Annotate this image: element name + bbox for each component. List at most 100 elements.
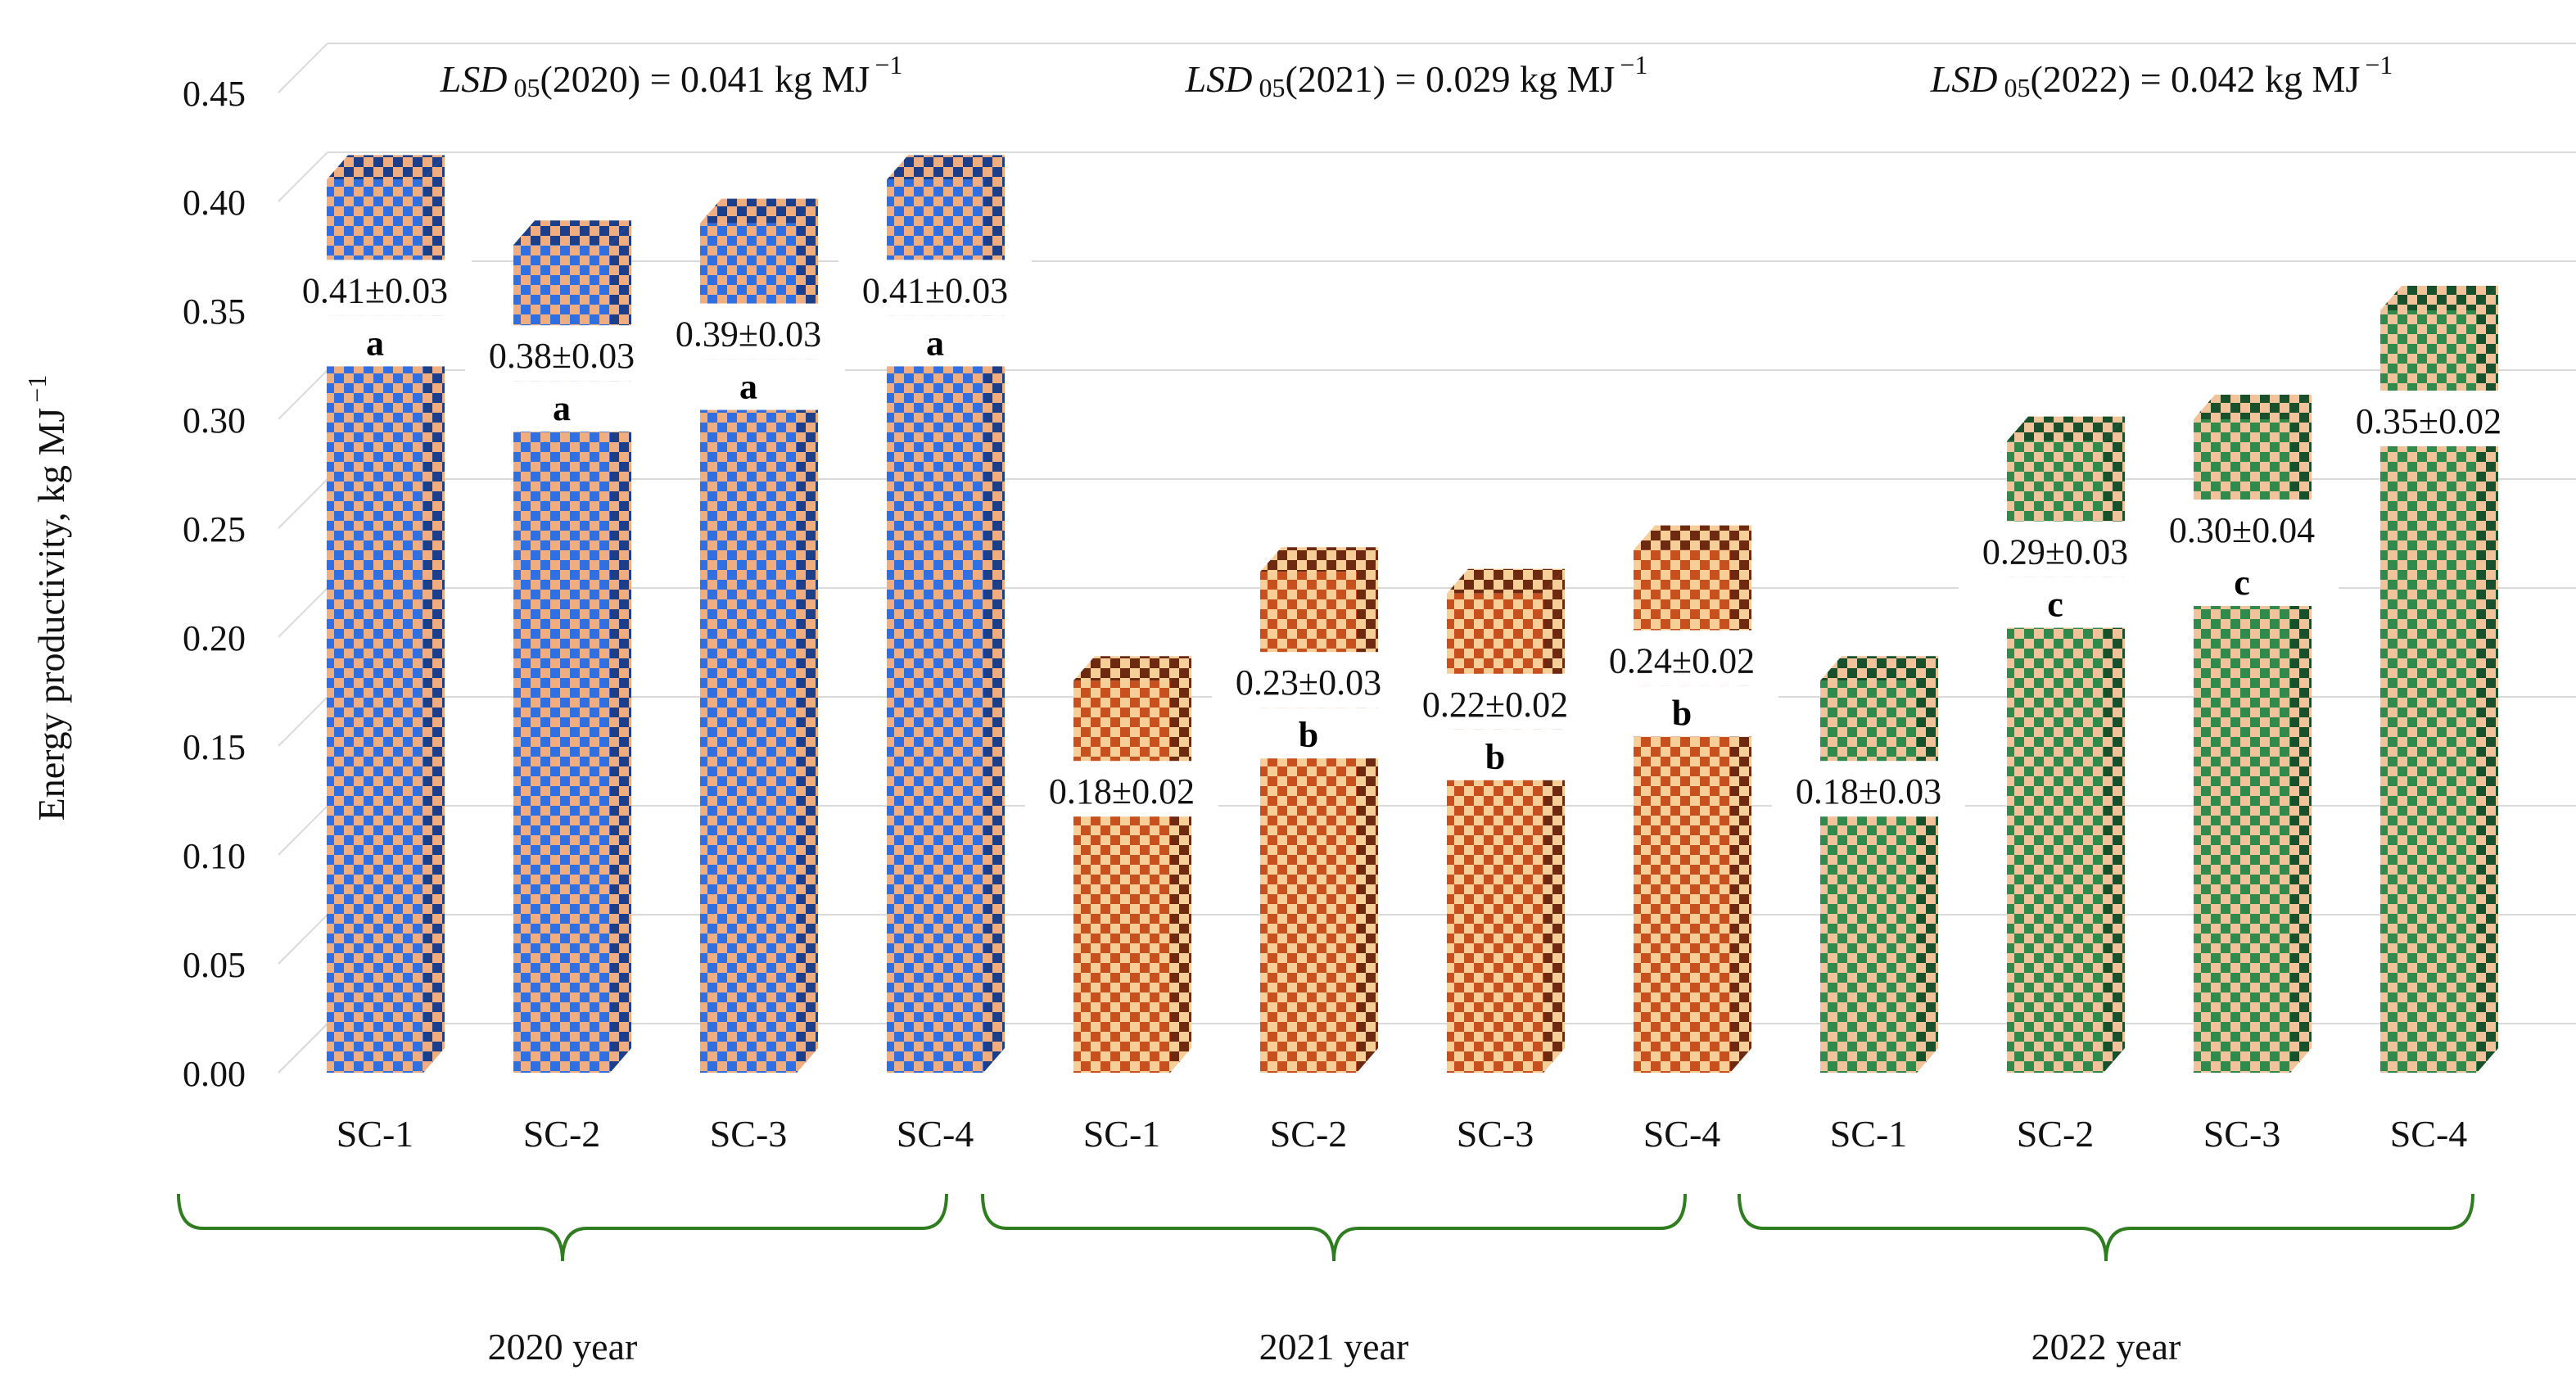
y-tick-label: 0.05 xyxy=(183,945,246,985)
y-axis: 0.00 0.05 0.10 0.15 0.20 0.25 0.30 0.35 0.40 0.45 xyxy=(183,74,246,1094)
x-category-label: SC-2 xyxy=(1270,1113,1348,1155)
significance-letter: a xyxy=(926,323,944,363)
lsd-text: (2020) = 0.041 kg MJ xyxy=(540,58,870,100)
bar xyxy=(1073,680,1170,1073)
data-label-bg xyxy=(278,260,472,316)
bar-labels: 0.41±0.03 a 0.38±0.03 a 0.39±0.03 a 0.41±0.03 a… xyxy=(278,260,2525,817)
bar-top xyxy=(513,220,631,246)
data-label: 0.30±0.04 xyxy=(2169,510,2315,550)
x-category-label: SC-1 xyxy=(1083,1113,1161,1155)
letter-bg xyxy=(278,315,472,367)
bar-side xyxy=(797,198,818,1074)
data-label-bg xyxy=(1585,630,1778,686)
bar-side xyxy=(2104,416,2125,1074)
data-label-bg xyxy=(2332,391,2525,446)
x-category-label: SC-3 xyxy=(1457,1113,1534,1155)
significance-letter: b xyxy=(1485,737,1505,777)
bar-side xyxy=(1730,525,1751,1073)
letter-bg xyxy=(838,315,1032,367)
significance-letter: a xyxy=(366,323,384,363)
data-label: 0.35±0.02 xyxy=(2356,401,2501,441)
significance-letter: b xyxy=(1672,694,1692,734)
bar xyxy=(1634,549,1730,1073)
significance-letter: c xyxy=(2234,563,2250,603)
data-label: 0.29±0.03 xyxy=(1982,532,2128,572)
y-tick-label: 0.45 xyxy=(183,74,246,114)
bar-side xyxy=(1170,656,1191,1073)
x-category-label: SC-2 xyxy=(2017,1113,2095,1155)
y-tick-label: 0.25 xyxy=(183,509,246,549)
bar-top xyxy=(2194,395,2312,419)
x-category-label: SC-4 xyxy=(897,1113,974,1155)
bar-series xyxy=(327,155,2498,1074)
lsd-prefix: LSD xyxy=(1930,58,1998,100)
data-label: 0.38±0.03 xyxy=(489,336,635,376)
x-category-label: SC-4 xyxy=(1643,1113,1721,1155)
gridline-diag xyxy=(278,696,328,747)
bar-top xyxy=(327,155,445,180)
lsd-annotation: LSD 05(2021) = 0.029 kg MJ −1 xyxy=(1185,50,1648,102)
lsd-sup: −1 xyxy=(1620,50,1647,79)
data-label: 0.41±0.03 xyxy=(302,270,448,310)
bar-top xyxy=(2007,416,2125,441)
x-category-label: SC-1 xyxy=(337,1113,414,1155)
lsd-text: (2021) = 0.029 kg MJ xyxy=(1285,58,1615,100)
data-label: 0.22±0.02 xyxy=(1422,685,1568,725)
lsd-sup: −1 xyxy=(2365,50,2393,79)
significance-letter: a xyxy=(739,367,757,407)
lsd-sup: −1 xyxy=(874,50,902,79)
bar xyxy=(1260,572,1357,1073)
letter-bg xyxy=(1585,685,1778,737)
x-category-label: SC-2 xyxy=(523,1113,601,1155)
lsd-annotation: LSD 05(2020) = 0.041 kg MJ −1 xyxy=(440,50,903,102)
bar-side xyxy=(1357,547,1378,1073)
gridline-diag xyxy=(278,151,328,202)
y-tick-label: 0.35 xyxy=(183,292,246,332)
data-label-bg xyxy=(2145,500,2339,555)
bar-side xyxy=(610,220,631,1074)
y-tick-label: 0.30 xyxy=(183,400,246,441)
data-label: 0.39±0.03 xyxy=(676,314,821,355)
x-category-label: SC-3 xyxy=(710,1113,788,1155)
data-label: 0.23±0.03 xyxy=(1236,662,1381,703)
lsd-annotation: LSD 05(2022) = 0.042 kg MJ −1 xyxy=(1930,50,2393,102)
bar-side xyxy=(2290,395,2312,1073)
bar-side xyxy=(983,155,1005,1073)
data-label-bg xyxy=(838,260,1032,316)
year-label: 2020 year xyxy=(488,1326,638,1368)
lsd-sub: 05 xyxy=(1259,73,1285,102)
bar-top xyxy=(1634,525,1751,550)
significance-letter: b xyxy=(1299,715,1318,755)
bar-top xyxy=(1260,547,1378,572)
lsd-text: (2022) = 0.042 kg MJ xyxy=(2030,58,2360,100)
letter-bg xyxy=(1959,576,2152,628)
x-category-label: SC-3 xyxy=(2203,1113,2281,1155)
gridline-diag xyxy=(278,805,328,856)
bar-top xyxy=(1820,656,1938,681)
bar-top xyxy=(2380,286,2498,310)
letter-bg xyxy=(652,359,845,410)
floor-diag xyxy=(278,1023,328,1074)
x-axis: SC-1 SC-2 SC-3 SC-4 SC-1 SC-2 SC-3 SC-4 SC-1 SC-2… xyxy=(337,1113,2468,1155)
lsd-prefix: LSD xyxy=(1185,58,1253,100)
y-axis-title: Energy productivity, kg MJ −1 xyxy=(22,375,72,821)
data-label: 0.18±0.02 xyxy=(1049,771,1195,812)
letter-bg xyxy=(1212,708,1405,759)
lsd-sub: 05 xyxy=(2004,73,2030,102)
bar-side xyxy=(423,155,445,1073)
data-label: 0.41±0.03 xyxy=(862,270,1008,310)
bar xyxy=(1820,680,1917,1073)
year-bracket xyxy=(177,1193,948,1262)
data-label-bg xyxy=(1959,521,2152,577)
y-tick-label: 0.20 xyxy=(183,618,246,658)
y-tick-label: 0.10 xyxy=(183,836,246,876)
year-bracket xyxy=(1738,1193,2474,1262)
year-label: 2022 year xyxy=(2031,1326,2181,1368)
x-category-label: SC-1 xyxy=(1830,1113,1908,1155)
data-label: 0.18±0.03 xyxy=(1796,771,1941,812)
lsd-sub: 05 xyxy=(513,73,540,102)
lsd-prefix: LSD xyxy=(440,58,508,100)
year-label: 2021 year xyxy=(1259,1326,1409,1368)
y-axis-label-sup: −1 xyxy=(22,375,52,403)
